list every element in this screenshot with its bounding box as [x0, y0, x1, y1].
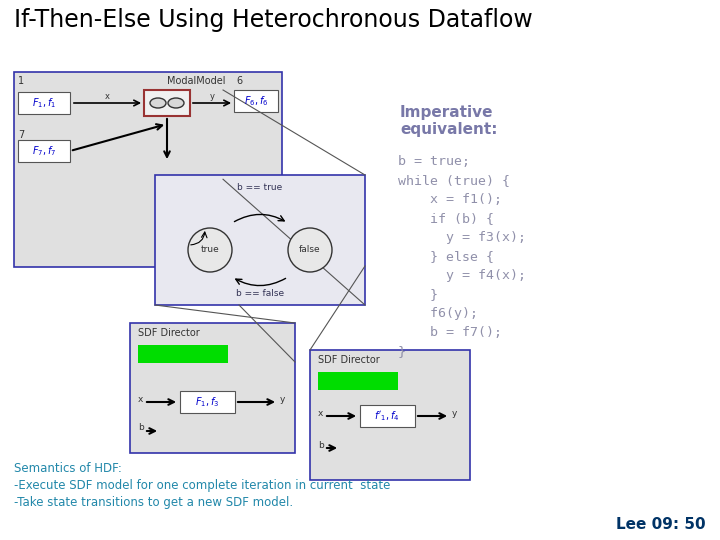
Text: b == false: b == false — [236, 288, 284, 298]
Text: $F_1, f_1$: $F_1, f_1$ — [32, 96, 56, 110]
Text: x: x — [138, 395, 143, 403]
Circle shape — [188, 228, 232, 272]
Text: $f'_1, f_4$: $f'_1, f_4$ — [374, 409, 400, 423]
Bar — [180, 391, 235, 413]
Text: x: x — [104, 92, 109, 101]
Text: 1: 1 — [18, 76, 24, 86]
Text: true: true — [201, 246, 220, 254]
Ellipse shape — [168, 98, 184, 108]
Text: $F_1, f_3$: $F_1, f_3$ — [195, 395, 219, 409]
Text: 6: 6 — [236, 76, 243, 86]
Bar — [155, 175, 365, 305]
Bar — [14, 72, 282, 267]
Bar — [310, 350, 470, 480]
Text: y: y — [452, 408, 457, 417]
Text: y: y — [280, 395, 285, 403]
Bar — [18, 92, 70, 114]
Circle shape — [288, 228, 332, 272]
Text: SDF Director: SDF Director — [318, 355, 379, 365]
Text: Lee 09: 50: Lee 09: 50 — [616, 517, 706, 532]
Bar — [138, 345, 228, 363]
Text: b: b — [318, 441, 324, 449]
Text: ModalModel: ModalModel — [167, 76, 225, 86]
Bar — [234, 90, 278, 112]
Text: $F_6, f_6$: $F_6, f_6$ — [243, 94, 269, 108]
Text: b == true: b == true — [238, 183, 283, 192]
Text: false: false — [300, 246, 321, 254]
Text: If-Then-Else Using Heterochronous Dataflow: If-Then-Else Using Heterochronous Datafl… — [14, 8, 533, 32]
Text: Semantics of HDF:
-Execute SDF model for one complete iteration in current  stat: Semantics of HDF: -Execute SDF model for… — [14, 462, 390, 509]
Text: y: y — [210, 92, 215, 101]
Bar — [144, 90, 190, 116]
Text: SDF Director: SDF Director — [138, 328, 199, 338]
Text: 7: 7 — [18, 130, 24, 140]
Ellipse shape — [150, 98, 166, 108]
Bar — [18, 140, 70, 162]
Text: Imperative
equivalent:: Imperative equivalent: — [400, 105, 498, 137]
Text: b = true;
while (true) {
    x = f1();
    if (b) {
      y = f3(x);
    } else : b = true; while (true) { x = f1(); if (b… — [398, 155, 526, 358]
Text: $F_7, f_7$: $F_7, f_7$ — [32, 144, 56, 158]
Text: b: b — [138, 423, 144, 433]
Bar — [130, 323, 295, 453]
Text: x: x — [318, 408, 323, 417]
Bar — [360, 405, 415, 427]
Bar — [318, 372, 398, 390]
